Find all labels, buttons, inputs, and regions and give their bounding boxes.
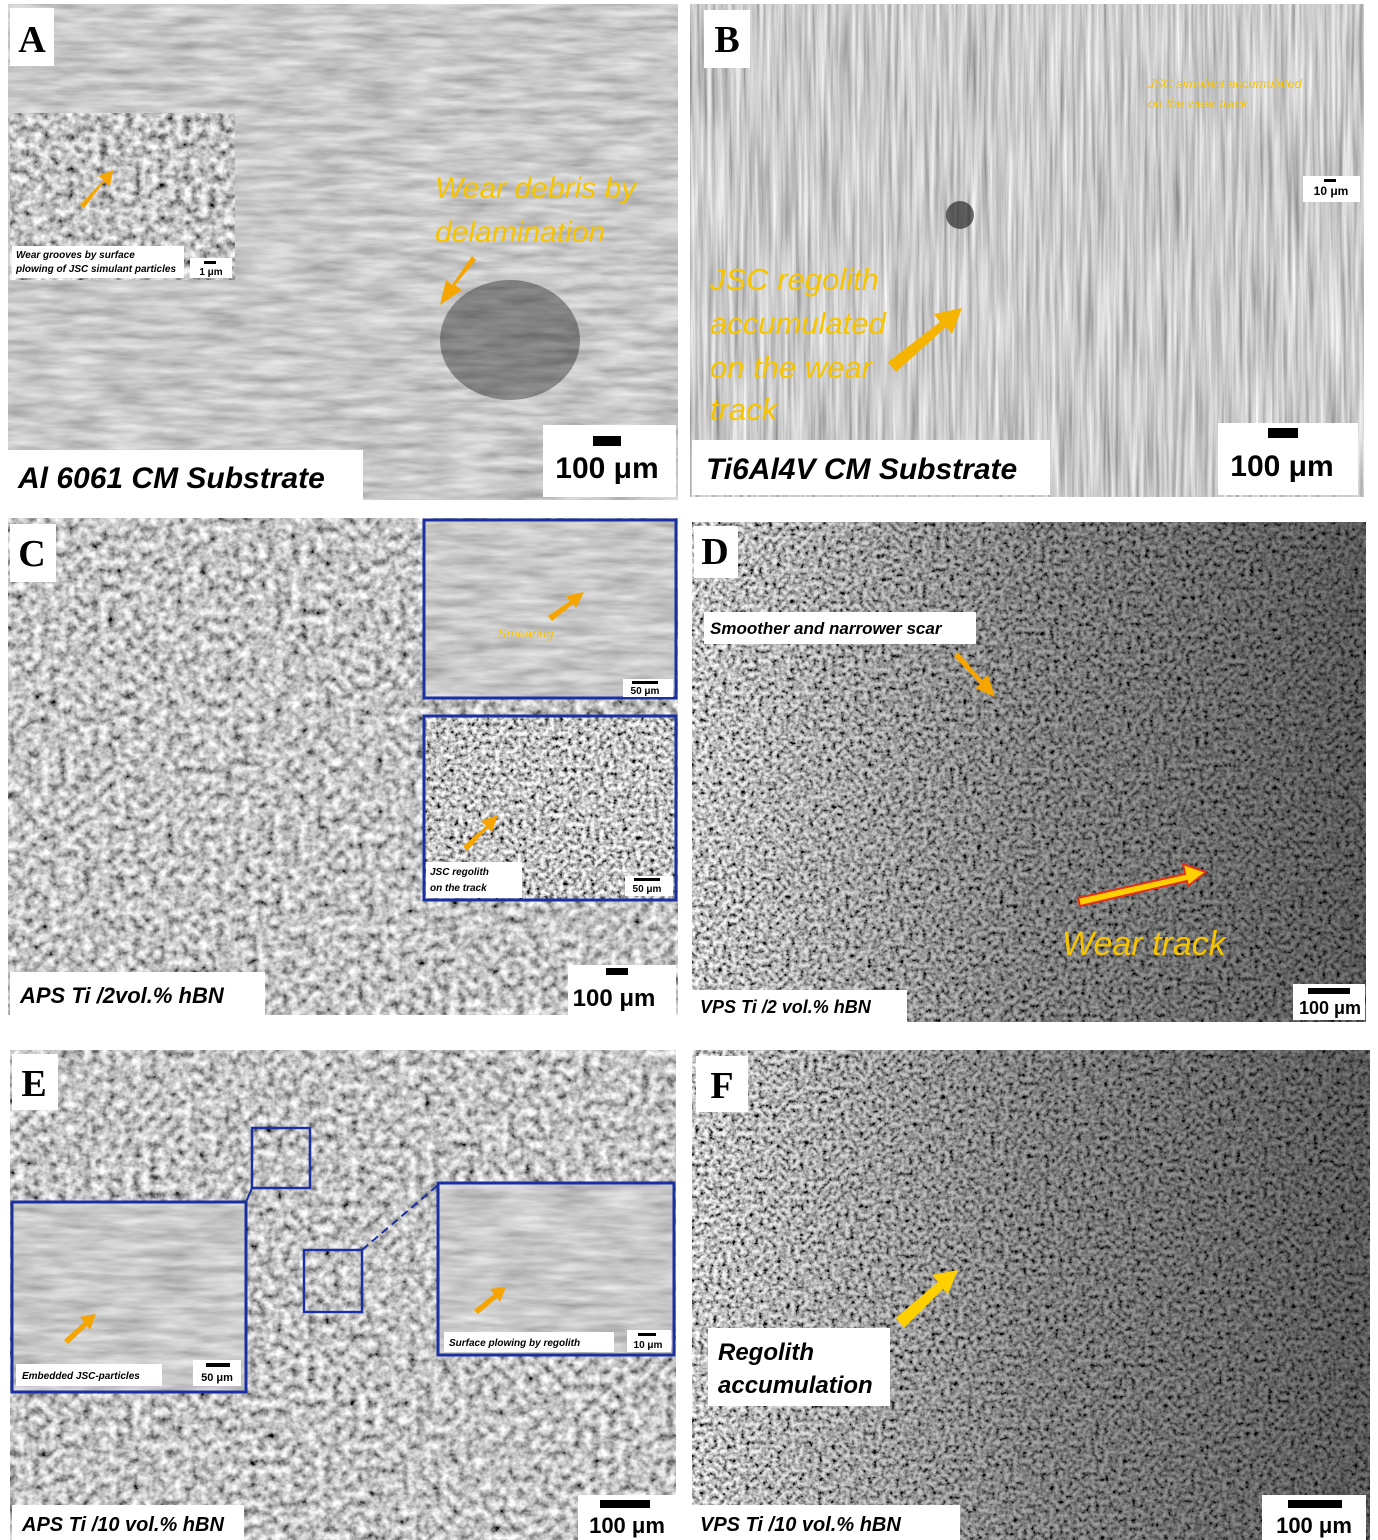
inset-scale-label: 50 μm — [201, 1372, 233, 1384]
shade — [692, 522, 1366, 1022]
inset-caption: Embedded JSC-particles — [22, 1371, 140, 1382]
inset-image — [438, 1183, 674, 1355]
panel-letter: C — [18, 533, 45, 575]
panel-e: Embedded JSC-particles 50 μm Surface plo… — [10, 1050, 676, 1540]
scale-label: 100 μm — [589, 1513, 665, 1538]
shade — [692, 1050, 1370, 1540]
scale-label: 100 μm — [555, 452, 658, 485]
caption: Ti6Al4V CM Substrate — [706, 453, 1017, 486]
inset-scale-label: 50 μm — [631, 686, 660, 697]
annotation: Wear debris by — [435, 172, 638, 205]
inset-caption: JSC simulant accumulated — [1147, 76, 1303, 91]
panel-letter: F — [710, 1065, 733, 1107]
dark-spot — [946, 201, 974, 229]
scale-bar — [1308, 988, 1350, 994]
scale-bar — [606, 968, 628, 975]
scale-label: 100 μm — [573, 985, 656, 1012]
inset-scale-bar — [638, 1333, 656, 1336]
inset-caption: on the track — [430, 883, 487, 894]
caption: APS Ti /10 vol.% hBN — [21, 1514, 224, 1536]
inset-scale-bar — [632, 681, 658, 684]
panel-letter: A — [18, 19, 46, 61]
scale-bar — [1268, 428, 1298, 438]
inset-scale-label: 10 μm — [1314, 184, 1349, 198]
annotation: JSC regolith — [709, 262, 879, 297]
panel-letter: E — [21, 1063, 46, 1105]
inset-caption: on the wear track — [1148, 96, 1249, 111]
inset-caption: JSC regolith — [430, 867, 489, 878]
annotation: delamination — [435, 216, 605, 249]
caption: APS Ti /2vol.% hBN — [19, 983, 225, 1008]
annotation: accumulation — [718, 1372, 873, 1399]
panel-f: Regolith accumulation 100 μm VPS Ti /10 … — [692, 1050, 1370, 1540]
panel-a: Wear grooves by surface plowing of JSC s… — [8, 4, 678, 500]
scale-label: 100 μm — [1230, 450, 1333, 483]
caption: Al 6061 CM Substrate — [17, 462, 325, 495]
panel-letter: D — [701, 531, 728, 573]
inset-caption: Surface plowing by regolith — [449, 1338, 580, 1349]
inset-scale-bar — [206, 1363, 230, 1367]
annotation: accumulated — [710, 306, 888, 341]
inset-scale-bar — [634, 878, 660, 881]
annotation: Smoother and narrower scar — [710, 619, 943, 638]
annotation: Wear track — [1062, 925, 1228, 963]
panel-d: Smoother and narrower scar Wear track 10… — [692, 522, 1366, 1022]
annotation: Regolith — [718, 1339, 814, 1366]
scale-bar — [1288, 1500, 1342, 1508]
inset-image — [424, 520, 676, 698]
scale-bar — [600, 1500, 650, 1508]
inset-scale-bar — [204, 261, 216, 264]
inset-scale-label: 10 μm — [634, 1340, 663, 1351]
panel-b: JSC simulant accumulated on the wear tra… — [690, 4, 1364, 497]
inset-scale-bar — [1324, 179, 1336, 182]
inset-caption: Wear grooves by surface — [16, 250, 135, 261]
panel-c: Smearing 50 μm JSC regolith on the track… — [8, 518, 678, 1015]
caption: VPS Ti /10 vol.% hBN — [700, 1514, 901, 1536]
inset-scale-label: 50 μm — [633, 884, 662, 895]
annotation: track — [710, 392, 779, 427]
caption: VPS Ti /2 vol.% hBN — [700, 997, 872, 1017]
scale-label: 100 μm — [1299, 998, 1361, 1018]
figure: Wear grooves by surface plowing of JSC s… — [0, 0, 1378, 1540]
inset-caption: Smearing — [498, 626, 554, 641]
scale-label: 100 μm — [1276, 1513, 1352, 1538]
inset-scale-label: 1 μm — [199, 267, 222, 278]
dark-spot — [440, 280, 580, 400]
scale-bar — [593, 436, 621, 446]
panel-letter: B — [714, 19, 739, 61]
annotation: on the wear — [710, 350, 874, 385]
inset-caption: plowing of JSC simulant particles — [15, 264, 176, 275]
